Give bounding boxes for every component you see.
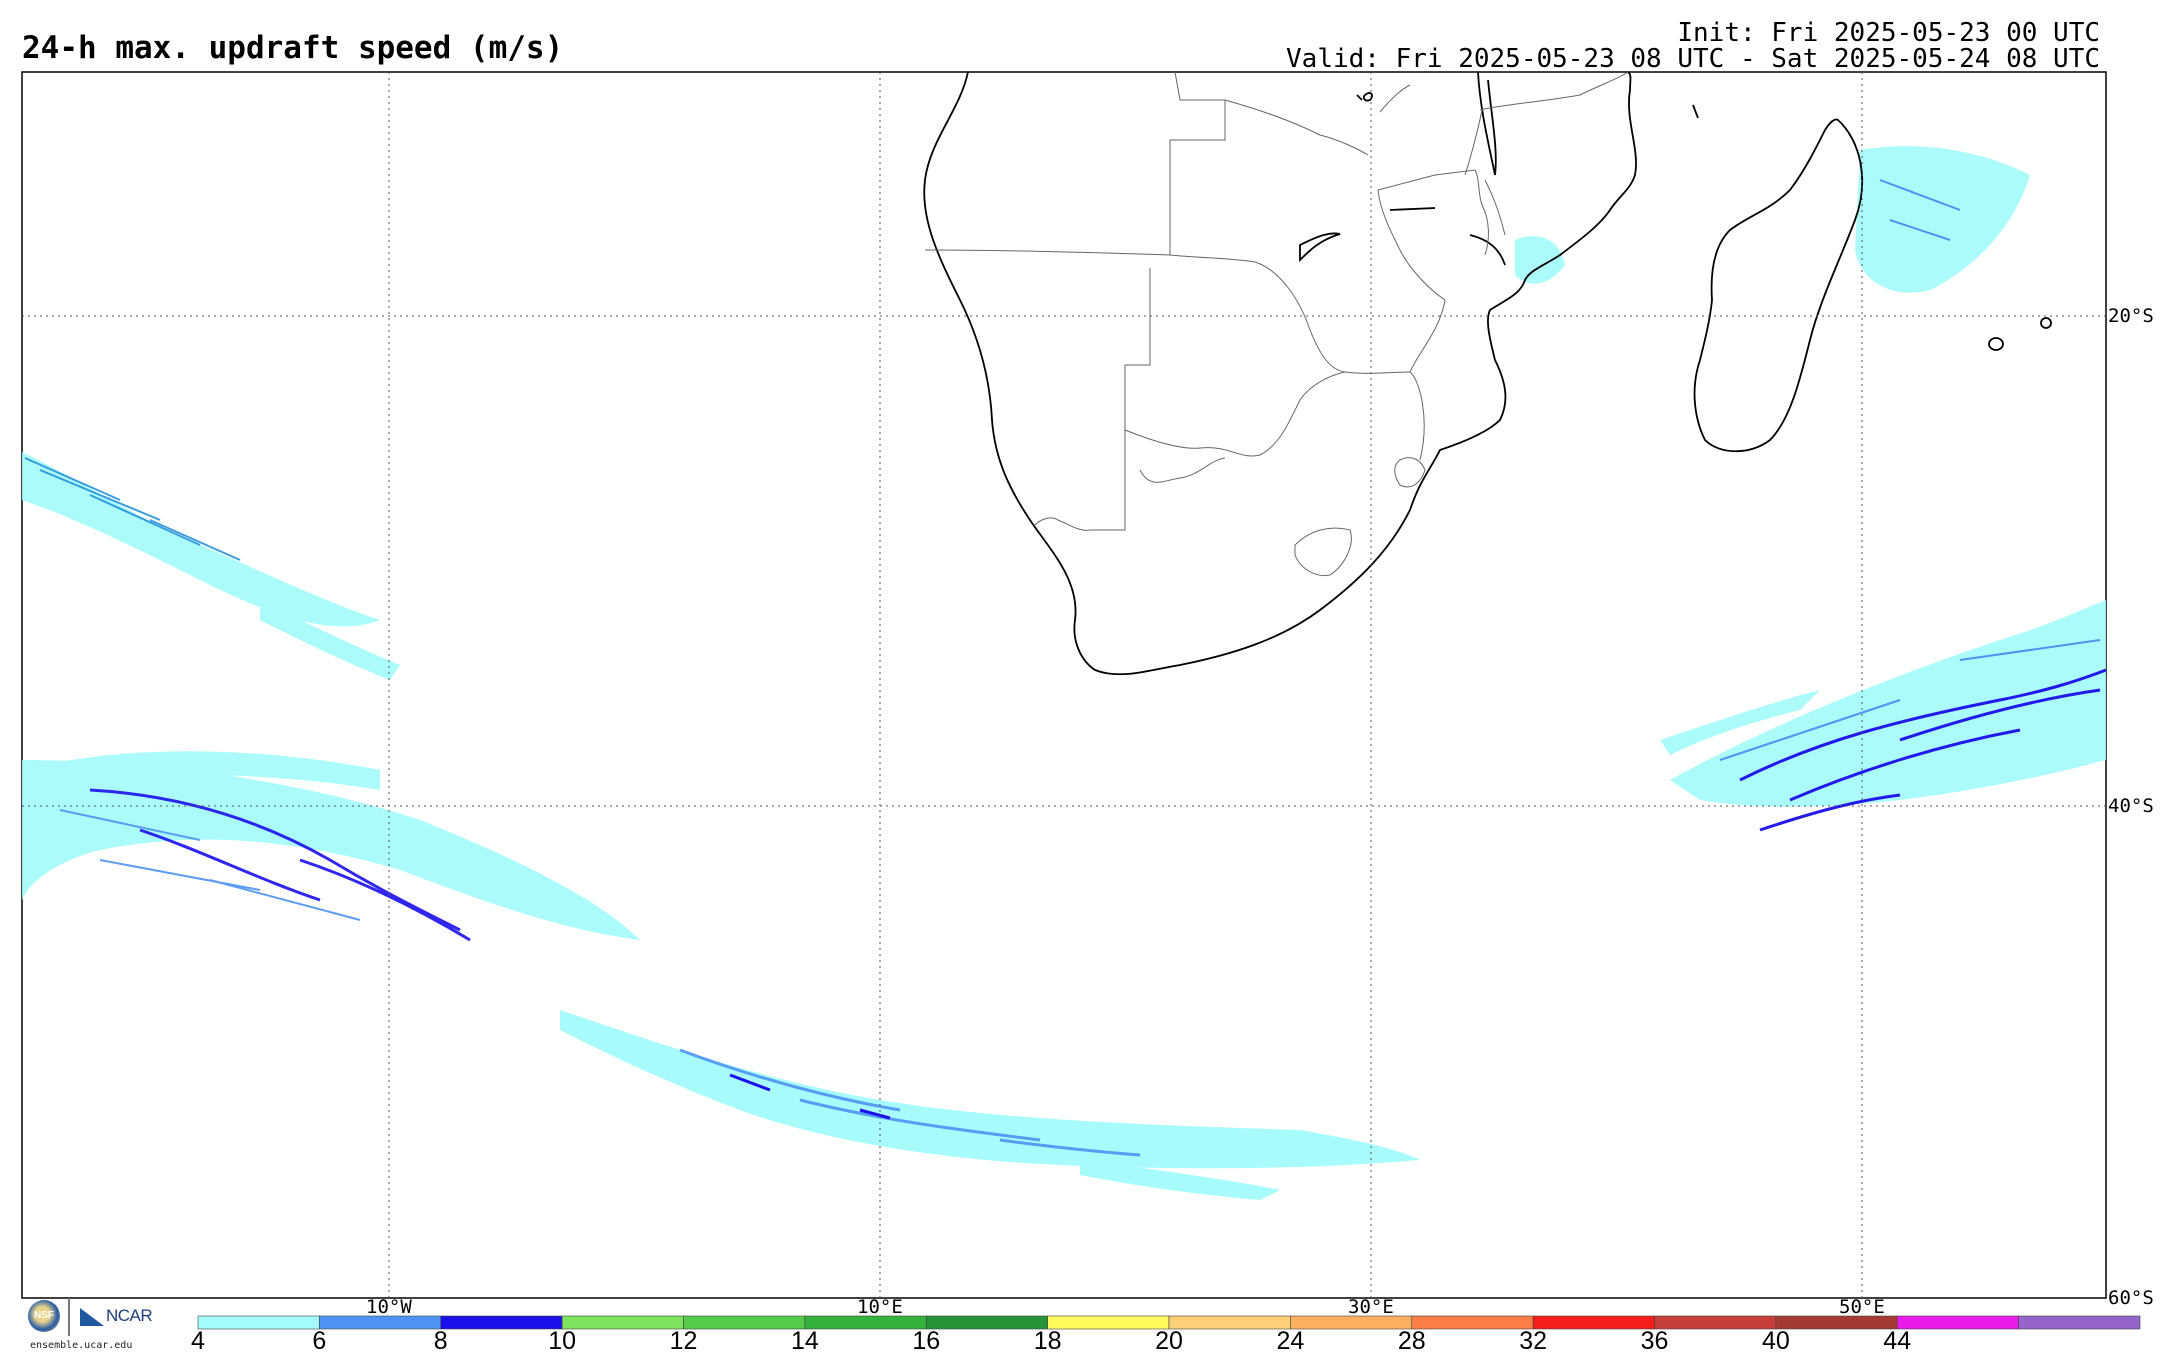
colorbar-swatch <box>1896 1315 2019 1330</box>
lat-label-20s: 20°S <box>2108 305 2154 327</box>
colorbar-swatch <box>683 1315 806 1330</box>
colorbar-swatch <box>440 1315 563 1330</box>
nsf-logo: NSF <box>28 1300 60 1332</box>
colorbar-swatch <box>1290 1315 1413 1330</box>
map-frame <box>21 71 2107 1299</box>
colorbar-tick-label: 10 <box>548 1327 576 1354</box>
ncar-logo: NCAR <box>80 1306 153 1326</box>
colorbar-tick-label: 24 <box>1276 1327 1304 1354</box>
updraft-field <box>22 146 2107 1200</box>
map-title: 24-h max. updraft speed (m/s) <box>22 30 564 66</box>
graticule <box>22 72 2106 1298</box>
logo-area: NSF NCAR ensemble.ucar.edu <box>24 1296 184 1354</box>
colorbar-swatch <box>319 1315 442 1330</box>
colorbar-tick-label: 44 <box>1883 1327 1911 1354</box>
colorbar-swatch <box>925 1315 1048 1330</box>
country-borders <box>924 71 1629 577</box>
colorbar-tick-label: 20 <box>1155 1327 1183 1354</box>
colorbar-tick-label: 14 <box>791 1327 819 1354</box>
colorbar-swatch <box>197 1315 320 1330</box>
colorbar-swatch <box>1532 1315 1655 1330</box>
lat-label-40s: 40°S <box>2108 795 2154 817</box>
colorbar-tick-label: 6 <box>312 1327 326 1354</box>
valid-period: Valid: Fri 2025-05-23 08 UTC - Sat 2025-… <box>1286 44 2100 74</box>
ncar-logo-text: NCAR <box>106 1306 153 1325</box>
colorbar-tick-label: 32 <box>1519 1327 1547 1354</box>
colorbar-swatch <box>1047 1315 1170 1330</box>
lon-label-10w: 10°W <box>366 1296 412 1318</box>
init-time: Init: Fri 2025-05-23 00 UTC <box>1677 18 2100 48</box>
coastlines <box>923 71 2052 676</box>
colorbar-tick-label: 40 <box>1762 1327 1790 1354</box>
colorbar-tick-label: 8 <box>434 1327 448 1354</box>
site-url: ensemble.ucar.edu <box>30 1340 133 1351</box>
colorbar-tick-label: 18 <box>1034 1327 1062 1354</box>
colorbar-swatch <box>1168 1315 1291 1330</box>
lon-label-50e: 50°E <box>1839 1296 1885 1318</box>
lon-label-10e: 10°E <box>857 1296 903 1318</box>
ncar-mark-icon <box>80 1307 104 1326</box>
colorbar-swatch <box>1411 1315 1534 1330</box>
colorbar-tick-label: 16 <box>912 1327 940 1354</box>
colorbar-swatch <box>2018 1315 2141 1330</box>
lon-label-30e: 30°E <box>1348 1296 1394 1318</box>
colorbar-tick-label: 36 <box>1641 1327 1669 1354</box>
colorbar-swatch <box>1654 1315 1777 1330</box>
colorbar-swatch <box>1775 1315 1898 1330</box>
logo-divider <box>68 1298 70 1336</box>
colorbar-swatch <box>561 1315 684 1330</box>
colorbar-tick-label: 28 <box>1398 1327 1426 1354</box>
colorbar-swatch <box>804 1315 927 1330</box>
lat-label-60s: 60°S <box>2108 1287 2154 1309</box>
colorbar-tick-label: 4 <box>191 1327 205 1354</box>
colorbar-tick-label: 12 <box>670 1327 698 1354</box>
colorbar: 4 6 8 10 12 14 16 18 20 24 28 32 36 40 44 <box>191 1315 2141 1354</box>
